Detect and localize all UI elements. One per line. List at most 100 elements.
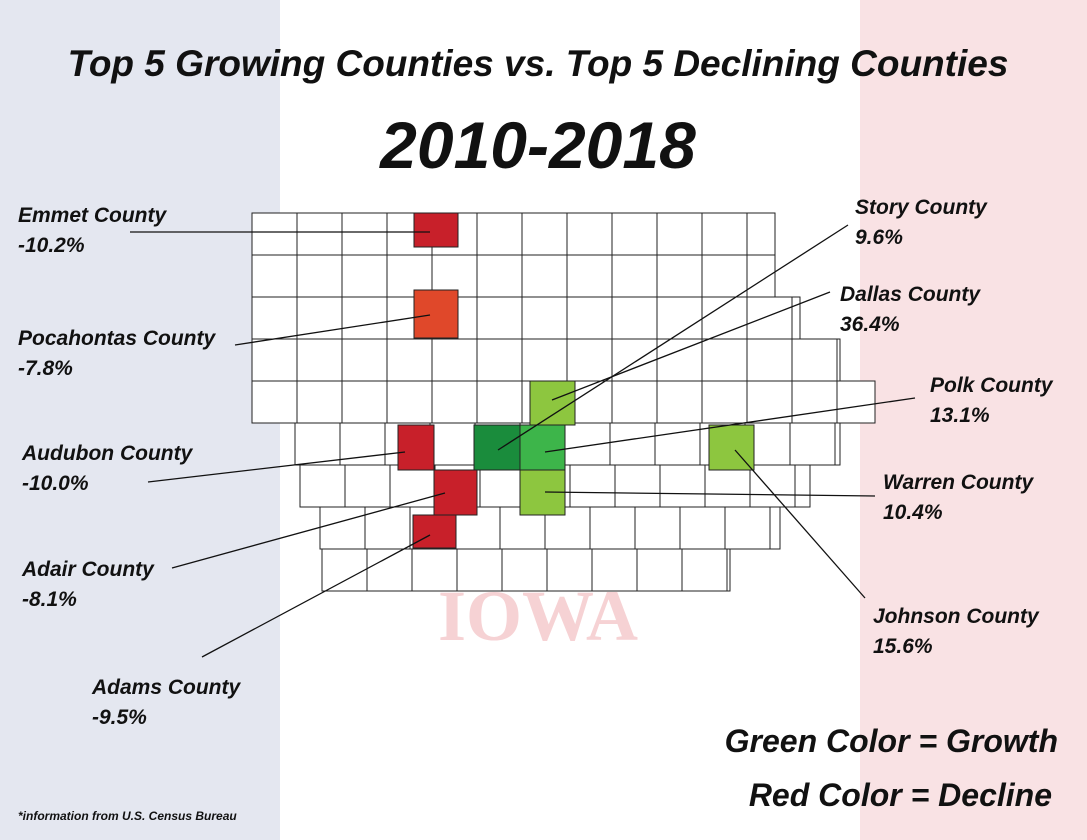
county [431,380,478,424]
county [299,464,346,508]
county [656,338,703,382]
highlighted-county [529,380,576,426]
county [386,338,433,382]
county [476,296,523,340]
county [479,464,526,508]
county-change: 15.6% [873,635,933,658]
county [476,338,523,382]
leader-line [544,491,876,497]
county [656,254,703,298]
county [251,380,298,424]
county [746,338,793,382]
county [791,380,838,424]
footnote: *information from U.S. Census Bureau [18,809,237,823]
highlighted-county [397,424,435,471]
county [701,380,748,424]
county [431,338,478,382]
title: Top 5 Growing Counties vs. Top 5 Declini… [68,43,1009,84]
county-change: 9.6% [855,226,903,249]
subtitle: 2010-2018 [378,108,696,182]
county [704,464,751,508]
county [296,254,343,298]
county-change: 13.1% [930,404,990,427]
county [566,296,613,340]
county [656,380,703,424]
county-change: -10.2% [18,234,85,257]
county [366,548,413,592]
county-name: Polk County [930,374,1054,397]
legend-decline: Red Color = Decline [749,777,1052,813]
county [566,212,613,256]
county [429,422,476,466]
county [296,212,343,256]
county [521,296,568,340]
county [411,548,458,592]
county-labels: Emmet County -10.2% Pocahontas County -7.8%… [18,196,1054,729]
county [501,548,548,592]
leader-line [734,449,866,599]
county-name: Story County [855,196,988,219]
county-change: 10.4% [883,501,943,524]
county [726,548,731,592]
county [681,548,728,592]
flag-blue [0,0,280,840]
county [566,338,613,382]
county-name: Adams County [91,676,242,699]
county [251,254,298,298]
county [836,380,876,424]
county-name: Dallas County [840,283,981,306]
county [591,548,638,592]
county [296,338,343,382]
county [521,212,568,256]
county [656,212,703,256]
county [701,254,748,298]
legend-growth: Green Color = Growth [725,723,1058,759]
county [746,212,776,256]
leader-line [201,534,431,658]
county-name: Warren County [883,471,1034,494]
leader-line [544,397,916,453]
county [769,506,781,550]
leader-line [147,451,406,483]
county-change: -9.5% [92,706,147,729]
county [294,422,341,466]
county [791,338,838,382]
county [611,296,658,340]
county-name: Johnson County [873,605,1040,628]
county [546,548,593,592]
county [521,338,568,382]
county [834,422,841,466]
county [296,380,343,424]
county [611,380,658,424]
county [341,296,388,340]
county [589,506,636,550]
leader-line [171,492,446,569]
county [341,212,388,256]
county [296,296,343,340]
county [791,296,801,340]
county [476,212,523,256]
county [679,506,726,550]
leader-line [497,224,849,451]
county [341,380,388,424]
county [794,464,811,508]
leader-line [234,314,431,346]
county [611,212,658,256]
county-change: -8.1% [22,588,77,611]
highlighted-county [413,289,459,339]
highlighted-county [433,469,478,516]
county [344,464,391,508]
flag-red [860,0,1087,840]
county-name: Adair County [21,558,155,581]
county [386,380,433,424]
county [564,422,611,466]
county [319,506,366,550]
iowa-map [251,212,876,592]
county [476,380,523,424]
county [251,212,298,256]
county [456,548,503,592]
county [724,506,771,550]
highlighted-county [473,424,521,471]
county [476,254,523,298]
